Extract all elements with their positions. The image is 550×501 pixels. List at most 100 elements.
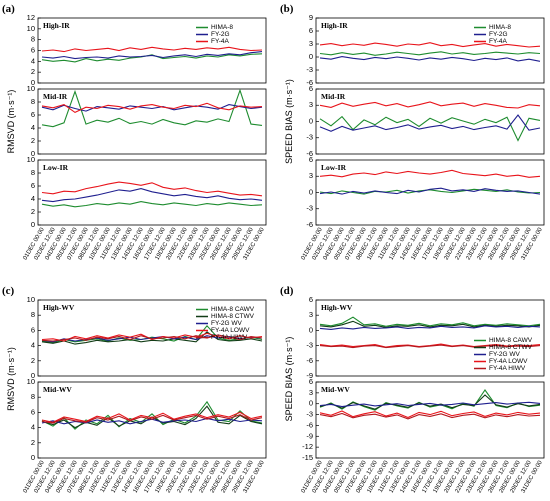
legend-label: FY-2G <box>211 31 230 38</box>
series-line <box>319 394 541 410</box>
series-line <box>319 101 541 109</box>
y-tick-label: 2 <box>31 136 35 145</box>
subplot-title: Mid-WV <box>321 385 350 394</box>
y-tick-label: 8 <box>31 310 35 319</box>
subplot-frame <box>315 17 545 84</box>
y-tick-label: 6 <box>31 110 35 119</box>
y-tick-label: 6 <box>31 325 35 334</box>
y-axis-label: SPEED BIAS (m·s⁻¹) <box>284 79 294 164</box>
subplot-title: High-IR <box>321 21 348 30</box>
y-tick-label: 8 <box>31 97 35 106</box>
y-tick-label: 0 <box>31 453 35 462</box>
y-tick-label: 4 <box>31 194 35 203</box>
subplot-frame <box>37 159 267 226</box>
y-axis-label: SPEED BIAS (m·s⁻¹) <box>284 337 294 422</box>
subplot-title: High-IR <box>43 21 70 30</box>
y-tick-label: -9 <box>306 371 313 380</box>
y-tick-label: 0 <box>309 52 313 61</box>
series-line <box>41 400 263 430</box>
legend-label: FY-2G WV <box>211 320 242 327</box>
series-line <box>319 114 541 132</box>
y-tick-label: -6 <box>306 220 313 229</box>
legend-label: FY-4A LOWV <box>211 327 250 334</box>
y-tick-label: -6 <box>306 356 313 365</box>
subplot-title: Mid-WV <box>43 385 72 394</box>
y-tick-label: -3 <box>306 410 313 419</box>
y-tick-label: 3 <box>309 171 313 180</box>
y-tick-label: 6 <box>309 26 313 35</box>
y-tick-label: 4 <box>31 56 35 65</box>
y-tick-label: 3 <box>309 39 313 48</box>
subplot-frame <box>37 88 267 155</box>
y-tick-label: -3 <box>306 133 313 142</box>
y-tick-label: 0 <box>31 78 35 87</box>
y-tick-label: 3 <box>309 100 313 109</box>
subplot-title: High-WV <box>43 303 75 312</box>
subplot-title: Mid-IR <box>43 92 68 101</box>
panel-label: (c) <box>2 285 15 297</box>
panel-label: (a) <box>2 3 15 15</box>
y-tick-label: -15 <box>302 453 313 462</box>
series-line <box>319 412 541 420</box>
panel-label: (d) <box>280 285 294 297</box>
series-line <box>41 334 263 342</box>
series-line <box>41 201 263 208</box>
y-tick-label: 2 <box>31 356 35 365</box>
series-line <box>319 42 541 48</box>
y-tick-label: 4 <box>31 423 35 432</box>
y-tick-label: -3 <box>306 65 313 74</box>
y-axis-label: RMSVD (m·s⁻¹) <box>6 90 16 154</box>
legend-label: HIMA-8 CAWV <box>211 306 255 313</box>
series-line <box>41 414 263 424</box>
y-tick-label: -3 <box>306 341 313 350</box>
subplot-frame <box>315 381 545 459</box>
y-tick-label: 6 <box>309 377 313 386</box>
series-line <box>319 320 541 328</box>
y-tick-label: -9 <box>306 431 313 440</box>
legend-label: HIMA-8 <box>489 24 511 31</box>
y-tick-label: -6 <box>306 420 313 429</box>
y-tick-label: 0 <box>31 371 35 380</box>
series-line <box>41 104 263 112</box>
subplot-title: Low-IR <box>321 163 347 172</box>
subplot-title: Low-IR <box>43 163 69 172</box>
series-line <box>319 401 541 408</box>
y-tick-label: 6 <box>31 45 35 54</box>
series-line <box>41 332 263 342</box>
y-tick-label: 8 <box>31 168 35 177</box>
series-line <box>319 344 541 349</box>
legend-label: HIMA-8 CAWV <box>489 337 533 344</box>
legend-label: FY-2G <box>489 31 508 38</box>
subplot-title: High-WV <box>321 303 353 312</box>
y-tick-label: 4 <box>31 123 35 132</box>
series-line <box>41 46 263 53</box>
y-tick-label: 0 <box>309 399 313 408</box>
series-line <box>41 188 263 203</box>
y-tick-label: 9 <box>309 13 313 22</box>
y-tick-label: -3 <box>306 204 313 213</box>
panel-label: (b) <box>280 3 294 15</box>
legend-label: FY-4A <box>489 38 507 45</box>
legend-label: HIMA-8 CTWV <box>211 313 255 320</box>
series-line <box>41 405 263 429</box>
y-tick-label: 6 <box>309 155 313 164</box>
series-line <box>319 51 541 56</box>
series-line <box>41 102 263 114</box>
series-line <box>319 56 541 62</box>
series-line <box>319 325 541 330</box>
subplot-frame <box>315 88 545 155</box>
y-tick-label: 0 <box>309 116 313 125</box>
series-line <box>319 316 541 327</box>
y-axis-label: RMSVD (m·s⁻¹) <box>6 347 16 411</box>
y-tick-label: -6 <box>306 149 313 158</box>
y-tick-label: 0 <box>31 149 35 158</box>
y-tick-label: 0 <box>309 325 313 334</box>
y-tick-label: 10 <box>27 377 35 386</box>
y-tick-label: -6 <box>306 78 313 87</box>
series-line <box>41 331 263 345</box>
y-tick-label: 8 <box>31 392 35 401</box>
series-line <box>41 411 263 423</box>
legend-label: FY-4A <box>211 38 229 45</box>
y-tick-label: 10 <box>27 24 35 33</box>
